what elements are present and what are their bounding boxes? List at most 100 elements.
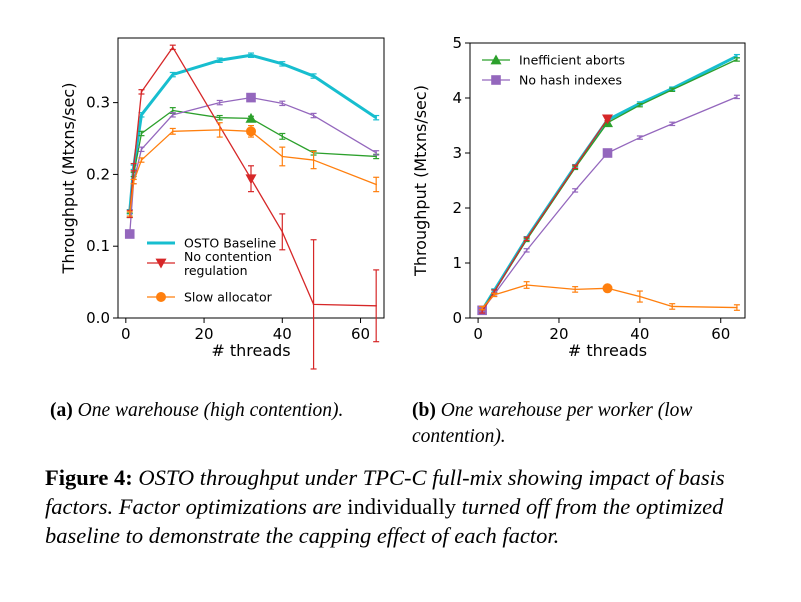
chart-b-series-no-hash-indexes-point	[736, 96, 738, 98]
chart-a-series-inefficient-aborts-marker	[245, 112, 257, 123]
chart-b-series-slow-allocator-line	[481, 284, 737, 309]
chart-a-series-osto-baseline-point	[375, 116, 377, 119]
chart-a-y-tick-label: 0.1	[86, 237, 110, 255]
chart-a-series-osto-baseline-point	[250, 54, 252, 57]
chart-b-y-tick-label: 3	[452, 144, 462, 162]
chart-a-series-inefficient-aborts-point	[375, 155, 377, 158]
chart-b-series-inefficient-aborts-line	[481, 58, 738, 311]
chart-a-series-inefficient-aborts-point	[281, 135, 284, 138]
chart-a-x-axis-label: # threads	[211, 341, 290, 360]
chart-b-series-osto-baseline	[479, 53, 740, 313]
chart-a-y-tick-label: 0.2	[86, 165, 110, 183]
chart-a-series-slow-allocator	[126, 122, 380, 217]
chart-b-series-slow-allocator-point	[574, 288, 576, 291]
chart-b-y-tick-label: 1	[452, 254, 462, 272]
chart-b-series-no-hash-indexes-point	[671, 123, 674, 125]
chart-b-series-slow-allocator-point	[481, 307, 483, 309]
chart-a-series-no-hash-indexes-point	[375, 152, 377, 154]
chart-b-axes-frame	[469, 42, 746, 319]
chart-b-y-tick-label: 4	[452, 89, 462, 107]
chart-a: 0 20 40 60 0.0 0.1 0.2 0.3 # threads Throughput (…	[59, 37, 385, 370]
subcaption-b-text: One warehouse per worker (low contention…	[412, 400, 693, 447]
chart-b-legend-label-inefficient-aborts: Inefficient aborts	[519, 53, 625, 68]
chart-a-series-osto-baseline-point	[140, 114, 143, 116]
chart-b-series-inefficient-aborts-point	[736, 58, 738, 61]
chart-b-series-slow-allocator-point	[525, 284, 528, 286]
chart-b-series-slow-allocator-point	[493, 294, 496, 296]
caption-text-1: OSTO throughput under TPC-C full-mix sho…	[45, 465, 725, 519]
caption-text-3: turned off from the optimized baseline t…	[45, 494, 724, 548]
chart-a-y-tick-label: 0.0	[86, 309, 110, 327]
chart-a-series-slow-allocator-marker	[246, 126, 256, 137]
chart-a-series-osto-baseline-point	[218, 59, 221, 62]
chart-a-series-no-contention-regulation-marker	[245, 174, 257, 185]
chart-a-series-inefficient-aborts-point	[218, 116, 221, 119]
chart-b-series-slow-allocator-point	[639, 295, 641, 298]
subcaption-b-label: (b)	[412, 400, 436, 421]
chart-b-series-slow-allocator-marker	[602, 283, 613, 294]
chart-a-series-no-hash-indexes-point	[281, 102, 284, 105]
chart-a-series-no-contention-regulation-point	[375, 304, 377, 307]
chart-a-x-tick-label: 20	[195, 325, 214, 343]
chart-a-series-osto-baseline-point	[312, 75, 315, 77]
chart-b-legend-marker-no-hash-indexes	[491, 75, 501, 85]
chart-a-series-no-contention-regulation	[126, 44, 380, 370]
chart-a-legend-marker-slow-allocator	[156, 292, 166, 302]
chart-a-legend-label-osto-baseline: OSTO Baseline	[184, 236, 277, 251]
chart-a-series-slow-allocator-point	[132, 180, 135, 183]
chart-a-x-tick-label: 60	[351, 325, 370, 343]
chart-b-x-tick-label: 60	[711, 325, 730, 343]
chart-a-series-slow-allocator-point	[218, 129, 221, 131]
chart-a-x-tick-label: 40	[273, 325, 292, 343]
chart-b-series-no-contention-regulation-marker	[602, 114, 613, 125]
chart-b-series-no-contention-regulation-point	[481, 310, 483, 313]
subcaption-a: (a) One warehouse (high contention).	[50, 398, 390, 424]
chart-b-series-osto-baseline-line	[480, 54, 738, 312]
chart-b-series-no-hash-indexes	[477, 94, 740, 316]
chart-b-y-tick-label: 2	[452, 199, 462, 217]
caption-lead: Figure 4:	[45, 465, 133, 490]
chart-b-legend-label-no-hash-indexes: No hash indexes	[519, 73, 622, 88]
chart-a-series-no-contention-regulation-point	[140, 91, 143, 93]
figure-caption: Figure 4: OSTO throughput under TPC-C fu…	[45, 463, 775, 550]
chart-b-x-tick-label: 20	[549, 325, 568, 343]
chart-b-x-axis-label: # threads	[568, 341, 647, 360]
subcaption-a-text: One warehouse (high contention).	[77, 400, 344, 421]
chart-b-series-slow-allocator-point	[736, 306, 738, 309]
chart-b-y-tick-label: 5	[452, 34, 462, 52]
chart-b-series-no-contention-regulation-point	[525, 238, 528, 240]
chart-b-legend-marker-inefficient-aborts	[490, 54, 502, 65]
chart-a-legend-label-line-2: regulation	[184, 263, 248, 278]
chart-b-y-axis-label: Throughput (Mtxns/sec)	[411, 85, 430, 277]
chart-a-y-tick-label: 0.3	[86, 94, 110, 112]
chart-b-series-slow-allocator-point	[671, 305, 674, 308]
chart-a-series-slow-allocator-point	[128, 213, 131, 215]
chart-b-series-inefficient-aborts	[479, 57, 740, 313]
chart-b-series-no-contention-regulation-point	[574, 165, 576, 168]
chart-a-series-inefficient-aborts-point	[171, 109, 174, 112]
chart-a-series-no-hash-indexes-marker	[124, 229, 135, 239]
chart-a-series-inefficient-aborts-point	[140, 132, 143, 135]
chart-b-series-no-hash-indexes-point	[639, 136, 641, 139]
chart-a-y-axis-label: Throughput (Mtxns/sec)	[59, 83, 78, 275]
chart-a-series-no-contention-regulation-point	[281, 231, 284, 233]
subcaption-a-label: (a)	[50, 400, 73, 421]
chart-a-series-slow-allocator-point	[281, 155, 284, 158]
chart-b-series-slow-allocator	[479, 281, 740, 311]
chart-b-y-tick-label: 0	[452, 309, 462, 327]
chart-b-series-inefficient-aborts-point	[639, 104, 641, 106]
figure-4-charts: 0 20 40 60 0.0 0.1 0.2 0.3 # threads Throughput (…	[59, 34, 746, 370]
chart-a-series-no-hash-indexes	[124, 92, 380, 239]
chart-a-series-no-contention-regulation-line	[129, 46, 377, 307]
chart-b-series-no-contention-regulation	[479, 114, 613, 314]
chart-b-series-inefficient-aborts-point	[671, 88, 674, 91]
chart-a-series-slow-allocator-point	[312, 159, 315, 161]
chart-a-series-no-hash-indexes-marker	[246, 92, 256, 103]
chart-a-series-no-contention-regulation-point	[312, 303, 315, 306]
caption-text-2: individually	[347, 494, 457, 519]
chart-a-series-osto-baseline-point	[281, 63, 284, 65]
chart-a-series-no-contention-regulation-point	[132, 166, 135, 169]
chart-a-legend-label-slow-allocator: Slow allocator	[184, 290, 273, 305]
chart-a-series-no-hash-indexes-point	[140, 148, 143, 151]
